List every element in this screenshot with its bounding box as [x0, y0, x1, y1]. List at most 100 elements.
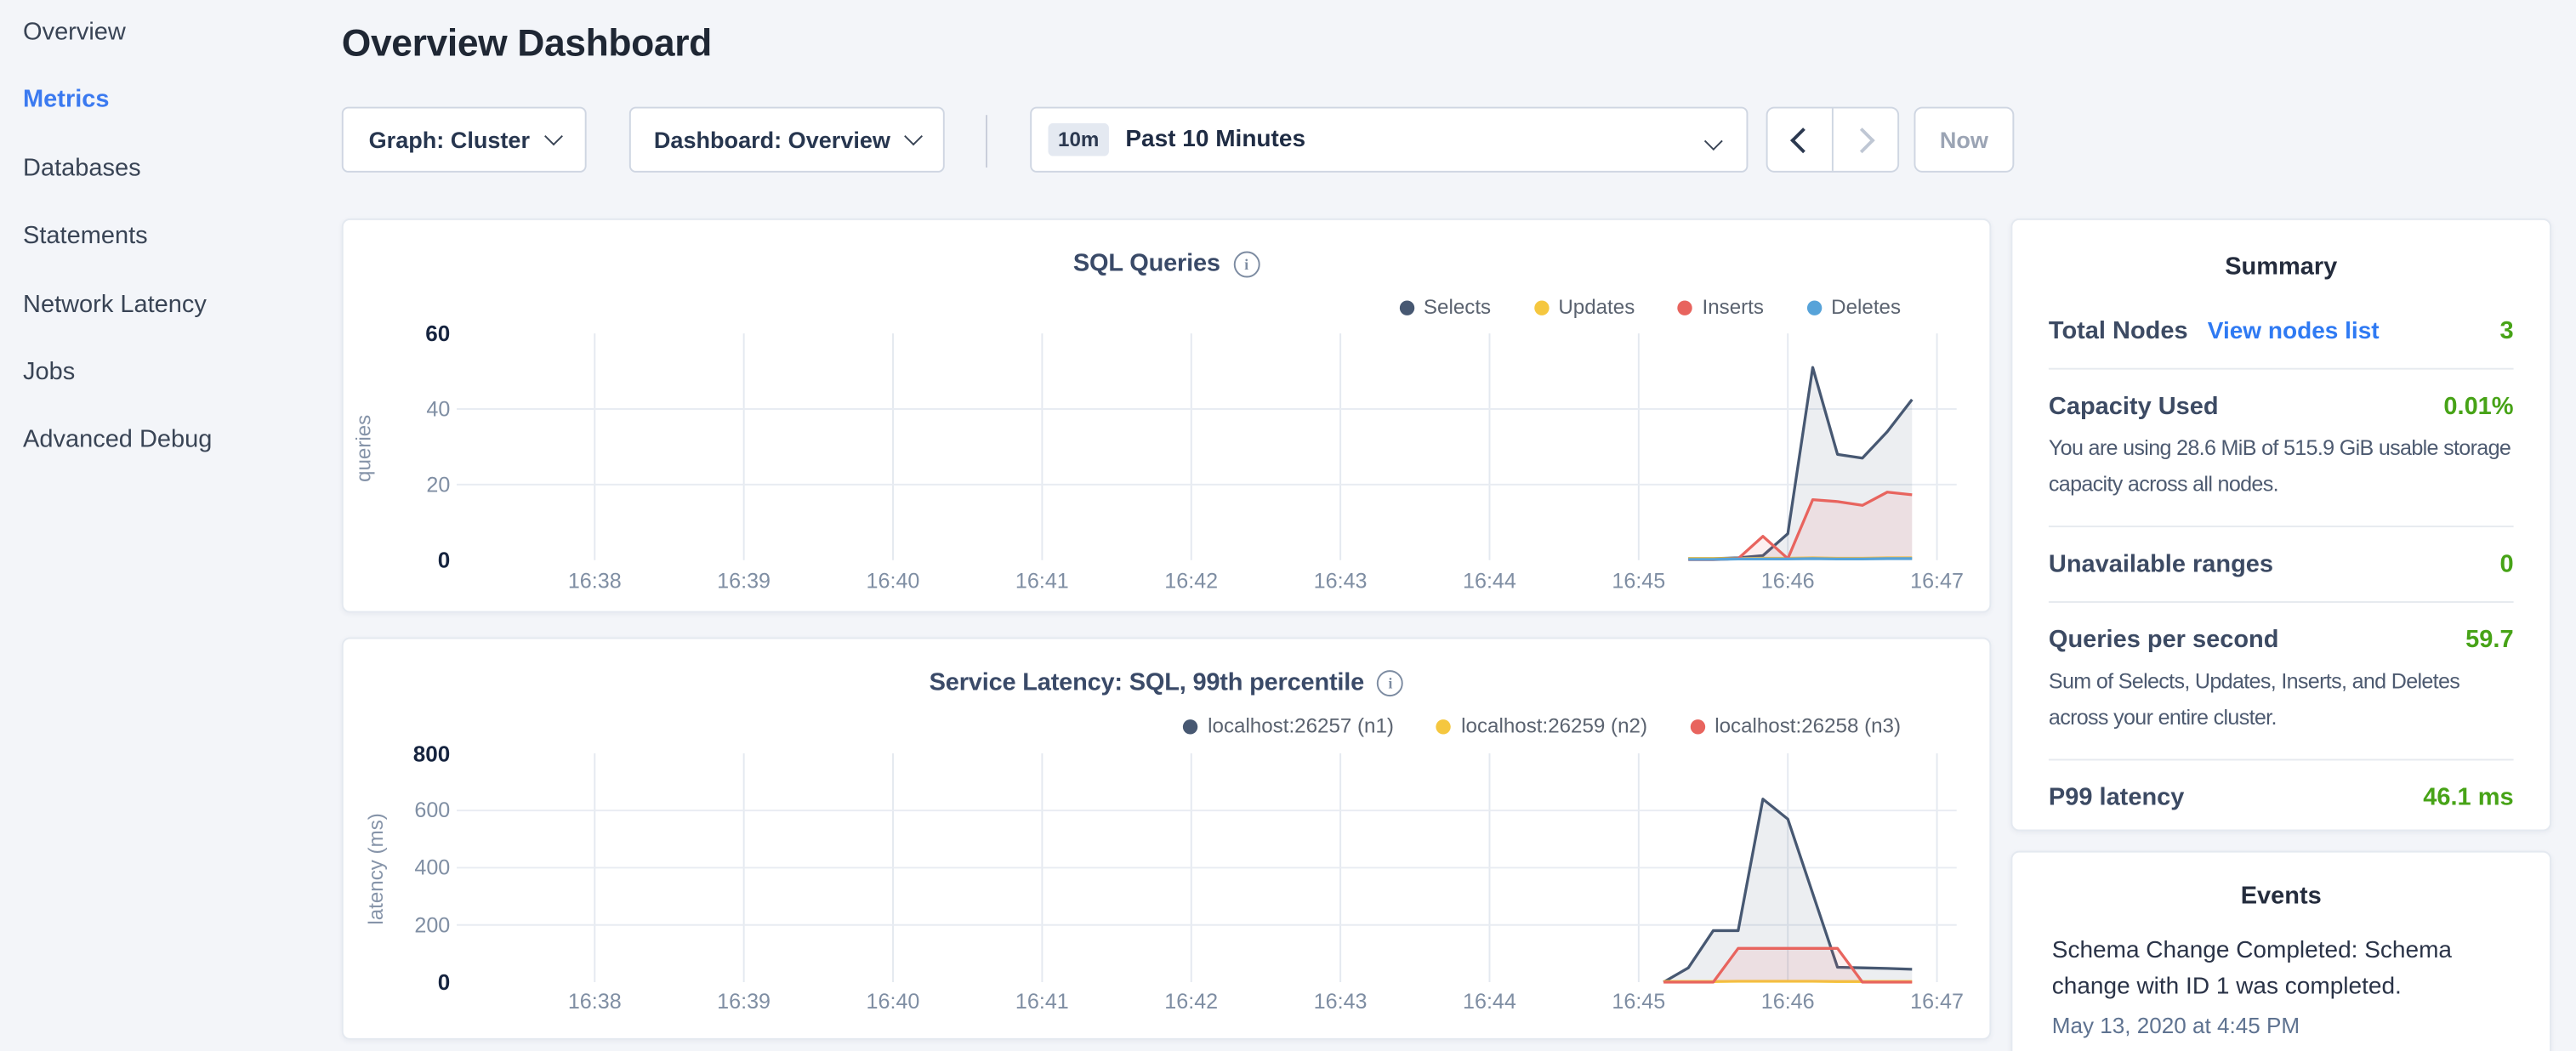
series-line [1663, 798, 1913, 984]
summary-row-label: Total Nodes [2048, 316, 2188, 345]
summary-row-capacity: Capacity Used 0.01% [2049, 393, 2514, 421]
summary-row-unavailable-ranges: Unavailable ranges 0 [2049, 551, 2514, 579]
dashboard-dropdown-label: Dashboard: Overview [653, 126, 890, 153]
time-step-buttons [1766, 106, 1900, 173]
graph-dropdown-label: Graph: Cluster [368, 126, 530, 153]
divider [2048, 367, 2514, 370]
x-tick-label: 16:38 [567, 988, 622, 1014]
legend-dot-icon [1806, 299, 1822, 315]
summary-row-label: P99 latency [2048, 784, 2185, 813]
page-title: Overview Dashboard [341, 21, 712, 65]
divider [2048, 601, 2514, 604]
summary-row-value: 46.1 ms [2423, 784, 2514, 813]
service-latency-chart-card: Service Latency: SQL, 99th percentile i … [341, 637, 1993, 1041]
legend-item[interactable]: localhost:26257 (n1) [1183, 714, 1394, 737]
legend-dot-icon [1436, 719, 1452, 734]
summary-row-qps: Queries per second 59.7 [2049, 626, 2514, 654]
summary-row-total-nodes: Total Nodes View nodes list 3 [2049, 317, 2514, 345]
graph-dropdown[interactable]: Graph: Cluster [341, 106, 587, 173]
x-tick-label: 16:39 [717, 568, 771, 594]
info-icon[interactable]: i [1233, 250, 1260, 277]
legend-item[interactable]: Selects [1398, 295, 1492, 319]
x-tick-label: 16:40 [866, 568, 920, 594]
event-item-timestamp: May 13, 2020 at 4:45 PM [2051, 1013, 2300, 1038]
view-nodes-list-link[interactable]: View nodes list [2207, 318, 2380, 345]
summary-title: Summary [2225, 253, 2338, 281]
legend-item[interactable]: Deletes [1806, 296, 1901, 319]
legend-dot-icon [1677, 299, 1692, 315]
y-tick-label: 20 [426, 472, 451, 497]
y-tick-label: 0 [437, 969, 451, 995]
legend-label: Inserts [1702, 295, 1764, 319]
sql-queries-chart-card: SQL Queries i Selects Updates Inserts Delet… [341, 218, 1993, 615]
legend-label: localhost:26258 (n3) [1714, 714, 1902, 738]
controls-divider [986, 115, 987, 168]
chart-title: SQL Queries [1072, 249, 1220, 278]
now-button[interactable]: Now [1914, 106, 2015, 173]
x-tick-label: 16:44 [1463, 988, 1516, 1014]
summary-row-p99-latency: P99 latency 46.1 ms [2049, 784, 2514, 812]
y-tick-label: 40 [426, 396, 451, 422]
legend-dot-icon [1533, 299, 1549, 315]
sidebar-item-metrics[interactable]: Metrics [23, 84, 110, 113]
series-line [1663, 946, 1913, 984]
previous-range-button[interactable] [1768, 108, 1832, 170]
chart-legend: Selects Updates Inserts Deletes [1398, 295, 1901, 319]
sidebar-item-network-latency[interactable]: Network Latency [23, 289, 207, 318]
x-tick-label: 16:44 [1463, 568, 1516, 594]
summary-row-value: 59.7 [2465, 626, 2514, 655]
summary-row-value: 0.01% [2443, 392, 2514, 421]
chart-plot[interactable] [344, 220, 1993, 615]
x-tick-label: 16:40 [866, 988, 920, 1014]
divider [2048, 526, 2514, 528]
y-tick-label: 800 [412, 741, 451, 766]
info-icon[interactable]: i [1377, 669, 1404, 696]
chevron-down-icon [543, 127, 562, 146]
next-range-button[interactable] [1831, 108, 1897, 171]
dashboard-dropdown[interactable]: Dashboard: Overview [628, 106, 945, 173]
summary-row-subtext: Sum of Selects, Updates, Inserts, and De… [2048, 668, 2460, 730]
legend-label: localhost:26259 (n2) [1461, 714, 1648, 738]
x-tick-label: 16:43 [1313, 568, 1368, 594]
x-tick-label: 16:43 [1313, 988, 1368, 1014]
legend-item[interactable]: localhost:26258 (n3) [1690, 714, 1901, 737]
sidebar-item-databases[interactable]: Databases [23, 153, 141, 182]
legend-label: Selects [1423, 295, 1492, 319]
chevron-right-icon [1849, 127, 1875, 153]
x-tick-label: 16:39 [717, 988, 771, 1014]
summary-row-value: 3 [2499, 316, 2514, 345]
y-tick-label: 60 [425, 321, 451, 346]
sidebar-item-statements[interactable]: Statements [23, 220, 148, 249]
time-range-selector[interactable]: 10m Past 10 Minutes [1030, 106, 1749, 173]
x-tick-label: 16:47 [1910, 568, 1964, 594]
x-tick-label: 16:41 [1015, 568, 1069, 594]
chart-title: Service Latency: SQL, 99th percentile [929, 668, 1365, 697]
x-tick-label: 16:42 [1164, 568, 1219, 594]
events-panel: Events Schema Change Completed: Schema c… [2010, 850, 2552, 1051]
series-line [1688, 557, 1913, 561]
sidebar: Overview Metrics Databases Statements Ne… [0, 0, 322, 1051]
chart-plot[interactable] [344, 639, 1993, 1041]
summary-row-label: Capacity Used [2048, 392, 2219, 421]
legend-item[interactable]: Inserts [1677, 295, 1764, 319]
y-tick-label: 600 [414, 798, 451, 823]
summary-row-subtext: You are using 28.6 MiB of 515.9 GiB usab… [2048, 435, 2511, 497]
legend-dot-icon [1398, 299, 1414, 315]
sidebar-item-advanced-debug[interactable]: Advanced Debug [23, 424, 213, 453]
event-item-text[interactable]: Schema Change Completed: Schema change w… [2051, 938, 2453, 1002]
time-range-label: Past 10 Minutes [1125, 126, 1306, 153]
sidebar-item-jobs[interactable]: Jobs [23, 357, 76, 385]
legend-item[interactable]: Updates [1533, 296, 1635, 319]
legend-item[interactable]: localhost:26259 (n2) [1436, 714, 1647, 737]
x-tick-label: 16:38 [567, 568, 622, 594]
x-tick-label: 16:41 [1015, 988, 1069, 1014]
y-tick-label: 200 [414, 912, 451, 938]
sidebar-item-overview[interactable]: Overview [23, 17, 126, 46]
x-tick-label: 16:47 [1910, 988, 1964, 1014]
legend-label: Updates [1558, 295, 1635, 319]
divider [2048, 759, 2514, 762]
legend-dot-icon [1690, 719, 1705, 734]
legend-label: Deletes [1831, 295, 1902, 319]
x-tick-label: 16:45 [1612, 988, 1666, 1014]
